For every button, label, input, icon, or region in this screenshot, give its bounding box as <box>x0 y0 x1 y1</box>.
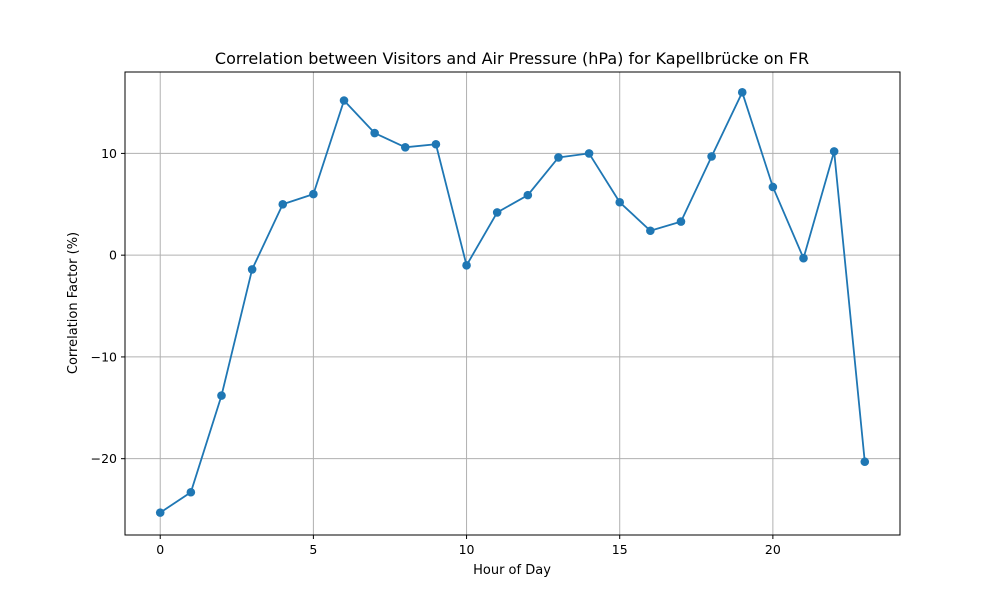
tick-layer: 0 5 10 15 20 −20 −10 0 10 <box>91 146 781 557</box>
data-point <box>462 261 471 270</box>
plot-frame <box>124 71 901 536</box>
data-point <box>737 88 747 97</box>
data-point <box>646 226 655 236</box>
data-point <box>247 265 257 274</box>
x-tick-label: 15 <box>612 542 628 557</box>
data-point <box>339 96 349 105</box>
data-point <box>554 153 563 162</box>
series-layer <box>155 88 870 517</box>
y-axis-label: Correlation Factor (%) <box>66 232 81 374</box>
x-tick-label: 10 <box>459 542 475 557</box>
y-tick-label: −10 <box>91 349 117 364</box>
data-point <box>400 143 410 152</box>
data-point <box>186 487 196 497</box>
data-point <box>676 217 686 226</box>
x-tick-label: 0 <box>156 542 164 557</box>
data-point <box>431 139 441 149</box>
data-point <box>584 149 594 158</box>
data-point <box>523 190 533 200</box>
data-point <box>768 182 778 192</box>
data-point <box>707 152 716 161</box>
y-tick-label: 10 <box>101 146 117 161</box>
data-point <box>492 208 502 217</box>
data-point <box>799 253 808 263</box>
x-tick-label: 5 <box>309 542 317 557</box>
data-point <box>155 508 165 517</box>
data-point <box>278 199 288 209</box>
data-point <box>860 457 870 467</box>
y-tick-label: −20 <box>91 451 117 466</box>
x-tick-label: 20 <box>765 542 781 557</box>
data-point <box>829 147 839 156</box>
grid-layer <box>125 72 900 535</box>
series-line <box>159 89 866 514</box>
data-point <box>309 189 318 199</box>
x-axis-label: Hour of Day <box>473 563 551 578</box>
data-point <box>615 197 625 207</box>
data-point <box>217 391 226 400</box>
y-tick-label: 0 <box>109 248 117 263</box>
data-point <box>370 128 379 138</box>
chart-title: Correlation between Visitors and Air Pre… <box>215 49 809 68</box>
